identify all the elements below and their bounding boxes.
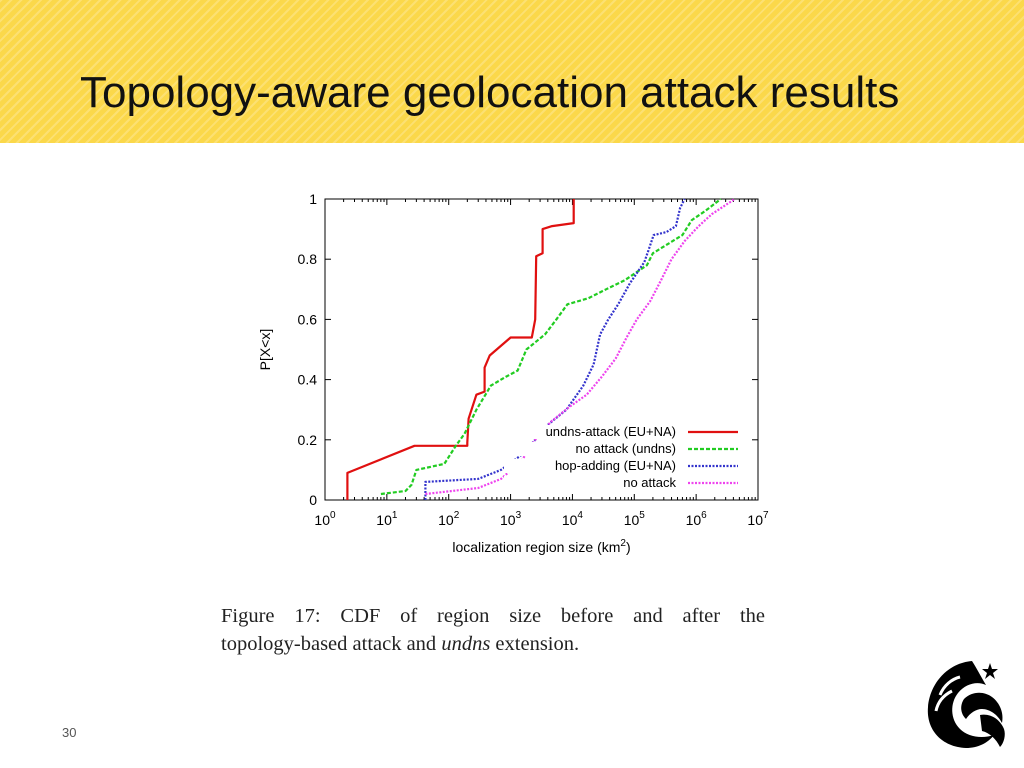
caption-line-2-end: extension. (490, 633, 580, 655)
x-tick-label: 101 (376, 510, 398, 528)
series-line-2 (380, 198, 722, 496)
slide-title: Topology-aware geolocation attack result… (80, 68, 900, 117)
x-tick-label: 105 (624, 510, 646, 528)
plot-frame (324, 198, 759, 501)
legend-label-bg (504, 425, 680, 439)
legend-label-3: hop-adding (EU+NA) (555, 458, 676, 473)
x-tick-label: 102 (438, 510, 460, 528)
caption-line-1: Figure 17: CDF of region size before and… (221, 605, 765, 627)
y-tick-label: 0.2 (298, 432, 318, 448)
x-axis-label: localization region size (km2) (452, 538, 630, 555)
x-tick-label: 103 (500, 510, 522, 528)
legend-label-bg (504, 476, 680, 490)
series-line-1 (346, 199, 575, 500)
figure-caption: Figure 17: CDF of region size before and… (221, 602, 765, 658)
pegasus-icon (927, 661, 1005, 748)
cdf-chart: undns-attack (EU+NA) no attack (undns) hop… (257, 191, 769, 555)
y-tick-label: 0.6 (298, 311, 318, 327)
y-tick-label: 0.8 (298, 251, 318, 267)
y-tick-label: 0.4 (298, 372, 318, 388)
y-tick-label: 0 (309, 492, 317, 508)
knight-logo (927, 661, 1005, 748)
x-tick-label: 106 (686, 510, 708, 528)
legend-label-bg (504, 459, 680, 473)
x-tick-label: 107 (747, 510, 769, 528)
legend-label-4: no attack (623, 475, 676, 490)
page-number: 30 (62, 725, 77, 740)
legend-label-1: undns-attack (EU+NA) (546, 424, 676, 439)
x-tick-label: 104 (562, 510, 584, 528)
caption-undns: undns (441, 633, 491, 655)
title-banner (0, 0, 1024, 143)
legend-label-bg (504, 442, 680, 456)
legend-label-2: no attack (undns) (576, 441, 676, 456)
caption-line-2-start: topology-based attack and (221, 633, 442, 655)
y-axis-label: P[X<x] (257, 329, 273, 371)
y-tick-label: 1 (309, 191, 317, 207)
x-tick-label: 100 (314, 510, 336, 528)
series-line-4 (425, 198, 736, 496)
